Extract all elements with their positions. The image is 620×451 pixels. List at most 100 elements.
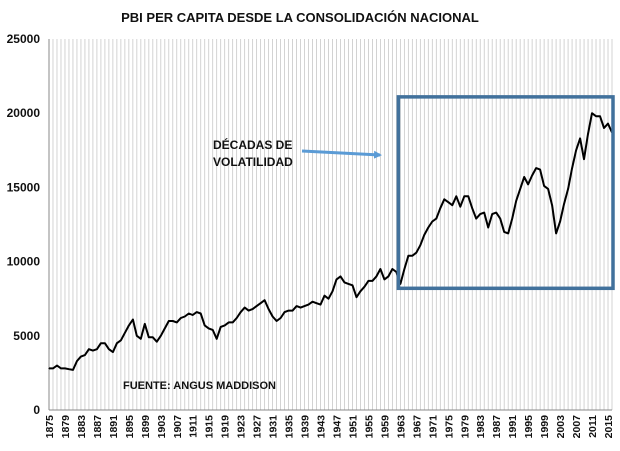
data-point-2011: [591, 112, 593, 114]
source-note: FUENTE: ANGUS MADDISON: [123, 380, 276, 392]
x-tick-label-1899: 1899: [140, 415, 152, 439]
data-point-1931: [272, 315, 274, 318]
data-point-1930: [268, 308, 270, 310]
data-point-1952: [355, 296, 358, 298]
annotation-label-line1: DÉCADAS DE: [213, 137, 292, 152]
x-tick-label-2007: 2007: [571, 415, 583, 439]
x-tick-label-1987: 1987: [491, 415, 503, 439]
series-line-0: [49, 112, 613, 371]
x-tick-label-1883: 1883: [76, 415, 88, 439]
data-point-1978: [459, 206, 461, 208]
data-point-1989: [503, 231, 505, 233]
data-point-1949: [343, 281, 346, 283]
data-point-1957: [375, 275, 378, 278]
data-point-1968: [419, 244, 421, 246]
data-point-1954: [363, 286, 366, 288]
data-point-1922: [236, 317, 238, 319]
data-point-1975: [447, 201, 449, 203]
x-tick-label-1891: 1891: [108, 415, 120, 439]
data-point-1942: [315, 302, 318, 304]
data-point-1961: [391, 268, 393, 270]
data-point-1926: [252, 308, 254, 310]
data-point-1892: [116, 342, 118, 344]
data-point-1967: [415, 252, 417, 254]
data-point-2013: [599, 115, 601, 117]
data-point-2006: [571, 167, 573, 169]
data-point-1896: [132, 318, 134, 321]
data-point-1959: [383, 278, 386, 281]
data-point-1876: [52, 367, 54, 370]
data-point-1902: [156, 341, 158, 343]
data-point-1925: [248, 309, 250, 312]
data-point-1971: [431, 220, 433, 223]
data-point-1928: [260, 302, 262, 304]
data-point-2001: [551, 204, 553, 206]
x-tick-label-1923: 1923: [236, 415, 248, 439]
x-tick-label-1875: 1875: [44, 415, 56, 439]
data-point-2008: [579, 137, 581, 140]
data-point-1966: [411, 255, 413, 257]
data-point-1877: [56, 364, 58, 367]
x-tick-label-1911: 1911: [188, 415, 200, 438]
data-point-1881: [72, 369, 74, 371]
data-point-1917: [216, 338, 218, 340]
y-tick-label-15000: 15000: [7, 180, 41, 194]
x-tick-label-1959: 1959: [379, 415, 391, 439]
data-point-1986: [491, 213, 493, 215]
data-point-1919: [224, 324, 226, 327]
x-tick-label-1955: 1955: [363, 415, 375, 439]
data-point-1940: [307, 304, 310, 306]
data-point-1878: [60, 367, 62, 370]
data-point-1955: [367, 280, 370, 282]
data-point-1891: [112, 351, 114, 353]
y-tick-label-5000: 5000: [13, 329, 40, 343]
data-point-1890: [108, 348, 110, 350]
data-point-1934: [283, 311, 286, 313]
data-point-1948: [339, 275, 342, 278]
data-point-1908: [180, 317, 182, 319]
data-point-1887: [96, 348, 98, 350]
data-point-1993: [519, 188, 521, 190]
data-point-1889: [104, 342, 106, 344]
data-point-1886: [92, 350, 94, 352]
data-point-1905: [168, 320, 170, 322]
volatility-box: [396, 95, 615, 291]
data-point-1965: [407, 255, 409, 257]
data-point-1944: [323, 295, 326, 297]
data-point-1991: [511, 217, 513, 220]
data-point-1947: [335, 278, 338, 281]
data-point-1976: [451, 204, 453, 206]
data-point-1894: [124, 332, 126, 334]
x-tick-label-2015: 2015: [603, 415, 615, 439]
y-tick-label-25000: 25000: [7, 32, 41, 46]
x-tick-label-1919: 1919: [220, 415, 232, 439]
data-point-1985: [487, 226, 489, 229]
data-point-1958: [379, 268, 382, 270]
series-layer: [48, 112, 613, 371]
x-tick-label-1983: 1983: [475, 415, 487, 439]
y-tick-label-10000: 10000: [7, 255, 41, 269]
data-point-1964: [403, 268, 405, 270]
x-axis-ticks: 1875 1879 1883 1887 1891 1895 1899 1903 1907 1911…: [44, 415, 615, 439]
x-tick-label-1967: 1967: [411, 415, 423, 439]
data-point-1885: [88, 348, 90, 350]
data-point-1875: [48, 367, 50, 370]
x-tick-label-1999: 1999: [539, 415, 551, 439]
data-point-1895: [128, 324, 130, 327]
data-point-1899: [144, 323, 146, 325]
x-tick-label-1971: 1971: [427, 415, 439, 439]
data-point-1912: [196, 311, 198, 313]
data-point-1977: [455, 195, 457, 197]
data-point-2007: [575, 149, 577, 151]
data-point-1913: [200, 312, 202, 315]
data-point-1972: [435, 217, 437, 220]
data-point-1879: [64, 367, 66, 370]
data-point-1927: [256, 305, 258, 307]
data-point-2015: [607, 122, 609, 125]
data-point-1982: [475, 217, 477, 220]
annotation-arrow: [301, 149, 382, 159]
data-point-1935: [287, 309, 290, 312]
gridlines: [48, 39, 613, 411]
x-tick-label-1915: 1915: [204, 415, 216, 439]
